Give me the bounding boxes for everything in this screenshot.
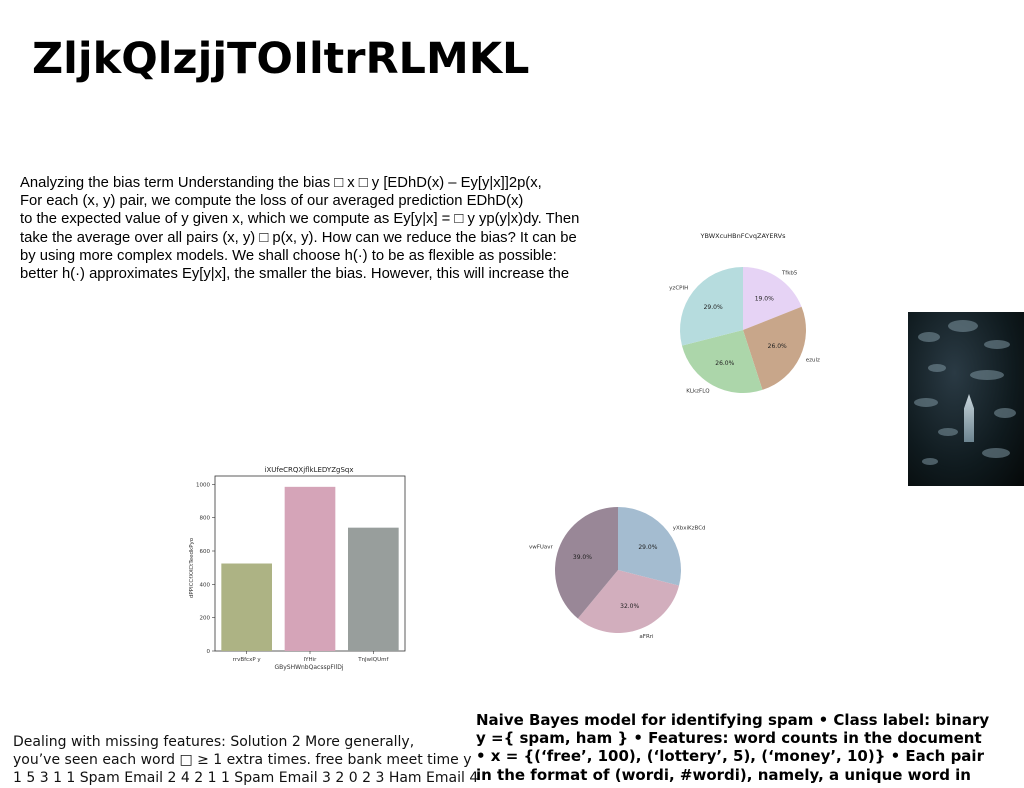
y-tick-label: 1000 — [196, 482, 210, 488]
bayes-line: • x = {(‘free’, 100), (‘lottery’, 5), (‘… — [476, 747, 984, 766]
missing-features-paragraph: Dealing with missing features: Solution … — [13, 733, 478, 787]
bias-line: to the expected value of y given x, whic… — [20, 211, 580, 228]
pie-slice — [555, 507, 618, 619]
pie-category-label: aFRri — [639, 634, 654, 640]
bar — [221, 563, 272, 651]
pie-pct-label: 26.0% — [715, 360, 734, 367]
pie-pct-label: 29.0% — [638, 544, 657, 551]
pie-pct-label: 26.0% — [768, 343, 787, 350]
pie-category-label: yXbxiKzBCd — [673, 526, 706, 532]
dark-forest-photo — [908, 312, 1024, 486]
y-tick-label: 400 — [200, 582, 211, 588]
pie-category-label: yzCPIH — [669, 286, 688, 292]
pie-pct-label: 32.0% — [620, 603, 639, 610]
pie-slice — [618, 507, 681, 586]
missing-line: you’ve seen each word □ ≥ 1 extra times.… — [13, 752, 472, 768]
bar-xlabel: GBySHWnbQacsspFIlDj — [274, 664, 343, 671]
bar — [348, 527, 399, 651]
pie-title: YBWXcuHBnFCvqZAYERVs — [700, 232, 787, 240]
bar-ylabel: dPPICCfXXCtTeedkPyo — [189, 537, 195, 598]
pie-category-label: KLkzFLQ — [686, 389, 710, 395]
x-tick-label: TnJwIQUmf — [357, 657, 389, 663]
naive-bayes-paragraph: Naive Bayes model for identifying spam •… — [476, 711, 1021, 784]
y-tick-label: 600 — [200, 549, 211, 555]
missing-line: Dealing with missing features: Solution … — [13, 734, 415, 750]
bias-paragraph: Analyzing the bias term Understanding th… — [20, 174, 630, 283]
bayes-line: y ={ spam, ham } • Features: word counts… — [476, 729, 982, 748]
pie-category-label: ezulz — [806, 358, 820, 364]
pie-pct-label: 39.0% — [573, 554, 592, 561]
bayes-line: Naive Bayes model for identifying spam •… — [476, 711, 990, 729]
church-spire — [964, 394, 974, 442]
bar-chart: iXUfeCRQXjflkLEDYZgSqx dPPICCfXXCtTeedkP… — [189, 466, 406, 671]
pie-chart-1: YBWXcuHBnFCvqZAYERVs 19.0% Tfkb5 26.0% ezul… — [669, 232, 820, 395]
bar — [284, 486, 336, 651]
y-tick-label: 800 — [200, 516, 211, 522]
pie-slice — [681, 330, 763, 393]
y-tick-label: 0 — [207, 649, 211, 655]
bias-line: For each (x, y) pair, we compute the los… — [20, 193, 524, 210]
missing-line: 1 5 3 1 1 Spam Email 2 4 2 1 1 Spam Emai… — [13, 770, 479, 786]
pie-slice — [577, 570, 680, 633]
x-tick-label: rrvBfcxP y — [233, 657, 262, 663]
pie-slice — [680, 267, 743, 346]
pie-slice — [743, 267, 802, 330]
bayes-line: in the format of (wordi, #wordi), namely… — [476, 765, 971, 784]
bias-line: Analyzing the bias term Understanding th… — [20, 175, 542, 191]
bias-line: by using more complex models. We shall c… — [20, 247, 557, 264]
pie-pct-label: 19.0% — [755, 296, 774, 303]
slide-title: ZljkQlzjjTOIltrRLMKL — [32, 34, 530, 84]
bias-line: take the average over all pairs (x, y) □… — [20, 229, 577, 246]
pie-slice — [743, 306, 806, 390]
pie-chart-2: 29.0% yXbxiKzBCd 32.0% aFRri 39.0% vwFUavr — [529, 507, 706, 640]
pie-category-label: Tfkb5 — [781, 271, 798, 277]
pie-pct-label: 29.0% — [704, 304, 723, 311]
x-tick-label: IYHir — [304, 657, 318, 663]
pie-category-label: vwFUavr — [529, 545, 554, 551]
y-tick-label: 200 — [200, 616, 211, 622]
bias-line: better h(·) approximates Ey[y|x], the sm… — [20, 266, 570, 283]
bar-title: iXUfeCRQXjflkLEDYZgSqx — [265, 466, 354, 474]
